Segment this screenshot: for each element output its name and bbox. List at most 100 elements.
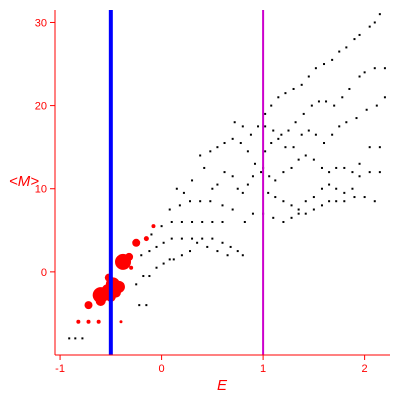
data-point [365, 108, 368, 111]
x-tick-label: 2 [362, 363, 368, 375]
data-point [292, 87, 295, 90]
data-point [341, 96, 344, 99]
data-point [189, 200, 192, 203]
data-point [196, 241, 199, 244]
data-point [241, 254, 244, 257]
data-point [328, 200, 331, 203]
data-point-weighted [84, 301, 93, 310]
data-point [363, 71, 366, 74]
red-points-layer [76, 224, 156, 324]
data-point [189, 250, 192, 253]
data-point [142, 275, 145, 278]
data-point [81, 337, 84, 340]
data-point [223, 142, 226, 145]
data-point [231, 208, 234, 211]
data-point [314, 67, 317, 70]
data-point [331, 58, 334, 61]
data-point [297, 208, 300, 211]
data-point [284, 92, 287, 95]
data-point [297, 212, 300, 215]
data-point [162, 262, 165, 265]
data-point [335, 200, 338, 203]
data-point [373, 21, 376, 24]
data-point [378, 171, 381, 174]
data-point [268, 175, 271, 178]
data-point [277, 137, 280, 140]
data-point [168, 258, 171, 261]
data-point [290, 166, 293, 169]
data-point [294, 121, 297, 124]
data-point [191, 179, 194, 182]
data-point [231, 137, 234, 140]
data-point [168, 208, 171, 211]
data-point [199, 200, 202, 203]
data-point-weighted [129, 265, 134, 270]
data-point [216, 183, 219, 186]
data-point [375, 104, 378, 107]
data-point [209, 200, 212, 203]
data-point [211, 220, 214, 223]
data-point [241, 125, 244, 128]
data-point [355, 117, 358, 120]
data-point [249, 133, 252, 136]
data-point [211, 187, 214, 190]
data-point [209, 150, 212, 153]
data-point-weighted [76, 319, 81, 324]
data-point [239, 142, 242, 145]
data-point [191, 237, 194, 240]
data-point [145, 304, 148, 307]
data-point [345, 121, 348, 124]
data-point [172, 258, 175, 261]
data-point [383, 67, 386, 70]
data-point-weighted [96, 319, 101, 324]
data-point [307, 129, 310, 132]
data-point [243, 220, 246, 223]
data-point [368, 171, 371, 174]
data-point [383, 96, 386, 99]
data-point [378, 146, 381, 149]
data-point [290, 204, 293, 207]
data-point [343, 191, 346, 194]
data-point [320, 166, 323, 169]
data-point [353, 38, 356, 41]
data-point [135, 283, 138, 286]
data-point [182, 191, 185, 194]
data-point-weighted [119, 320, 123, 324]
data-point [270, 142, 273, 145]
data-point [246, 150, 249, 153]
data-point [302, 112, 305, 115]
data-point [312, 158, 315, 161]
data-point [358, 75, 361, 78]
x-axis-title: E [217, 377, 228, 394]
data-point [170, 237, 173, 240]
data-point [223, 171, 226, 174]
data-point [363, 196, 366, 199]
data-point [343, 166, 346, 169]
x-tick-label: 1 [260, 363, 266, 375]
data-point [175, 187, 178, 190]
data-point [221, 204, 224, 207]
data-point-weighted [86, 319, 91, 324]
data-point [264, 150, 267, 153]
data-point [162, 241, 165, 244]
data-point [191, 220, 194, 223]
data-point [368, 146, 371, 149]
data-point-weighted [132, 238, 141, 247]
data-point [304, 154, 307, 157]
data-point [287, 129, 290, 132]
data-point [246, 183, 249, 186]
data-point [221, 241, 224, 244]
data-point [335, 187, 338, 190]
data-point [333, 104, 336, 107]
data-point [282, 220, 285, 223]
data-point [277, 96, 280, 99]
data-point [155, 245, 158, 248]
data-point [304, 200, 307, 203]
data-point [216, 146, 219, 149]
data-point [226, 254, 229, 257]
data-point [180, 237, 183, 240]
data-point [206, 245, 209, 248]
data-point [345, 46, 348, 49]
data-point [272, 129, 275, 132]
